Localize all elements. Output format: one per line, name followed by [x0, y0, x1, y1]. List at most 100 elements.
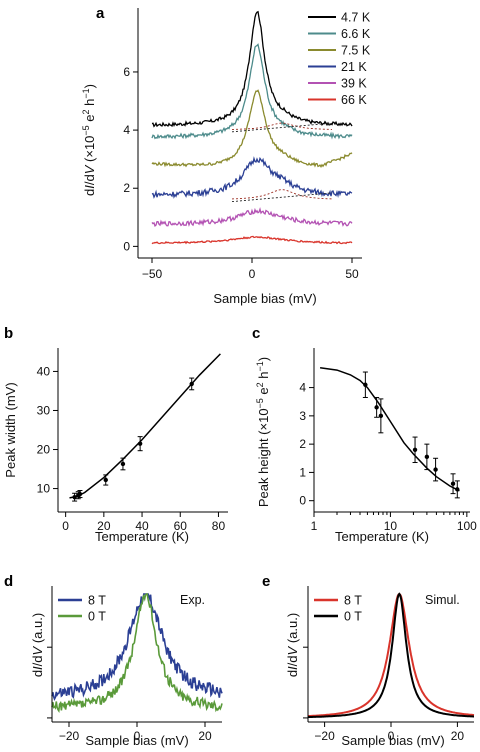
data-point-b-0 [72, 494, 77, 500]
x-tick-label-b: 20 [97, 519, 111, 533]
axes-b: 10 20 30 40 0 20 40 60 80 [37, 348, 228, 533]
series-line-2 [151, 89, 353, 169]
plot-area-b [69, 353, 221, 502]
y-tick-label-c: 3 [299, 409, 306, 423]
y-axis-label-e: dI/dV (a.u.) [285, 613, 300, 677]
panel-label-d: d [4, 573, 13, 590]
series-line-e-0 [307, 592, 475, 718]
series-line-d-0 [51, 593, 223, 701]
data-point-c-5 [433, 467, 438, 472]
fit-component-1 [231, 189, 333, 200]
axes-e: −20 0 20 [303, 586, 474, 743]
annotation-exp: Exp. [180, 593, 205, 607]
x-tick-label-c: 10 [384, 519, 398, 533]
series-line-3 [151, 156, 353, 199]
y-tick-label-c: 4 [299, 381, 306, 395]
x-axis-label-a: Sample bias (mV) [213, 291, 316, 306]
x-axis-label-c: Temperature (K) [335, 529, 429, 544]
legend-a: 4.7 K 6.6 K 7.5 K 21 K 39 K 66 K [308, 11, 371, 107]
plot-area-d [51, 593, 223, 714]
y-axis-label-d: dI/dV (a.u.) [30, 613, 45, 677]
legend-label-1: 6.6 K [341, 27, 371, 41]
x-tick-label-a: −50 [142, 267, 163, 281]
axes-d: −20 0 20 [47, 586, 222, 743]
data-point-b-4 [120, 461, 126, 467]
x-tick-label-b: 40 [135, 519, 149, 533]
data-point-c-7 [455, 487, 460, 492]
panel-d: d −20 0 20 Sample bias (mV) dI/dV (a.u.) 8… [4, 573, 223, 748]
data-point-c-1 [374, 405, 379, 410]
y-tick-label-b: 30 [37, 403, 51, 417]
y-tick-label-c: 0 [299, 494, 306, 508]
x-tick-label-b: 0 [62, 519, 69, 533]
data-point-b-5 [137, 441, 143, 446]
legend-label-e-1: 0 T [344, 610, 362, 624]
legend-e: 8 T0 T [314, 594, 362, 624]
x-tick-label-c: 1 [311, 519, 318, 533]
data-point-b-3 [103, 477, 108, 483]
legend-d: 8 T0 T [58, 594, 106, 624]
x-tick-label-d: 0 [134, 729, 141, 743]
panel-b: b 10 20 30 40 0 20 40 60 80 Temperature (K) Peak… [3, 325, 228, 544]
legend-label-4: 39 K [341, 77, 367, 91]
axes-a: 0 2 4 6 −50 0 50 [123, 8, 362, 281]
panel-label-b: b [4, 325, 13, 342]
fit-line-b [69, 353, 221, 499]
x-tick-label-e: 20 [451, 729, 465, 743]
data-point-c-0 [363, 382, 368, 387]
plot-area-c [319, 367, 460, 499]
series-line-4 [151, 206, 353, 227]
x-tick-label-a: 50 [345, 267, 359, 281]
x-tick-label-b: 60 [174, 519, 188, 533]
x-tick-label-e: 0 [388, 729, 395, 743]
panel-e: e −20 0 20 Sample bias (mV) dI/dV (a.u.) 8… [262, 573, 475, 748]
data-point-b-6 [189, 381, 194, 387]
annotation-simul: Simul. [425, 593, 460, 607]
legend-label-d-0: 8 T [88, 594, 106, 608]
panel-label-a: a [96, 5, 105, 22]
x-tick-label-d: −20 [59, 729, 80, 743]
plot-area-e [307, 592, 475, 719]
y-axis-label-b: Peak width (mV) [3, 382, 18, 477]
y-tick-label-b: 10 [37, 482, 51, 496]
plot-area-a [151, 10, 353, 245]
y-tick-label-a: 0 [123, 239, 130, 253]
series-line-e-1 [307, 592, 474, 719]
legend-label-d-1: 0 T [88, 610, 106, 624]
y-tick-label-a: 2 [123, 181, 130, 195]
y-tick-label-b: 40 [37, 364, 51, 378]
panel-label-e: e [262, 573, 270, 590]
data-point-c-2 [378, 413, 384, 419]
y-tick-label-c: 2 [299, 437, 306, 451]
panel-a: a 0 2 4 6 −50 0 50 Sample bias (mV) dI/dV (×10… [81, 5, 371, 306]
series-line-5 [151, 235, 353, 245]
x-axis-label-e: Sample bias (mV) [341, 733, 444, 748]
x-tick-label-c: 100 [457, 519, 477, 533]
y-tick-label-a: 6 [123, 65, 130, 79]
y-axis-label-c: Peak height (×10−5 e2 h−1) [255, 357, 271, 507]
fit-background-1 [231, 192, 333, 203]
x-tick-label-e: −20 [314, 729, 335, 743]
y-tick-label-a: 4 [123, 123, 130, 137]
fit-line-c [319, 367, 460, 492]
y-tick-label-c: 1 [299, 465, 306, 479]
x-axis-label-b: Temperature (K) [95, 529, 189, 544]
data-point-c-3 [412, 447, 418, 452]
legend-label-0: 4.7 K [341, 11, 371, 25]
y-tick-label-b: 20 [37, 443, 51, 457]
x-axis-label-d: Sample bias (mV) [85, 733, 188, 748]
data-point-b-2 [77, 491, 83, 497]
legend-label-e-0: 8 T [344, 594, 362, 608]
series-line-1 [151, 43, 353, 140]
x-tick-label-d: 20 [198, 729, 212, 743]
x-tick-label-a: 0 [249, 267, 256, 281]
series-line-d-1 [51, 593, 223, 714]
legend-label-3: 21 K [341, 60, 367, 74]
fit-component-0 [232, 122, 332, 130]
series-line-0 [151, 10, 353, 128]
data-point-c-4 [424, 454, 430, 460]
legend-label-5: 66 K [341, 93, 367, 107]
